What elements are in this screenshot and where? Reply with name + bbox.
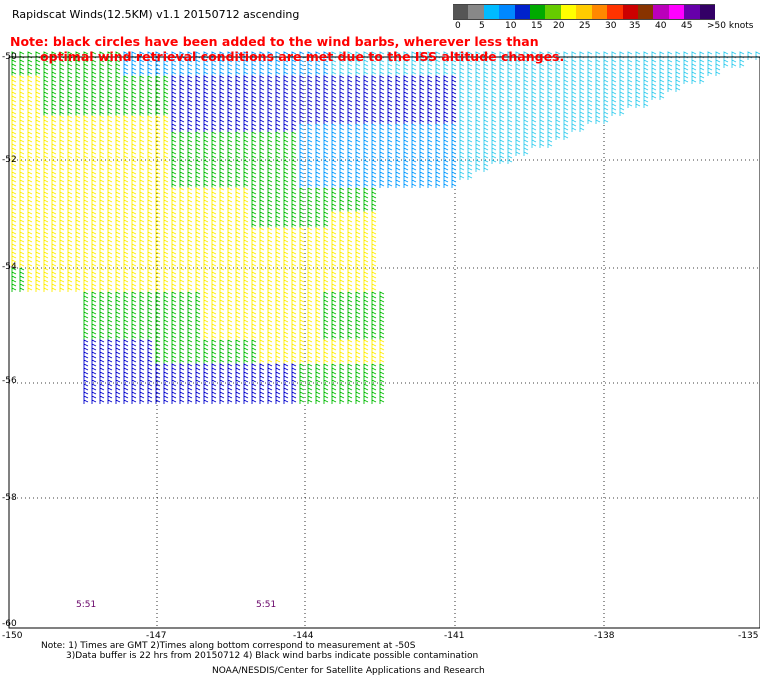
- legend-label: 0: [455, 21, 461, 31]
- legend-label: 35: [629, 21, 641, 31]
- lon-label-138: -138: [594, 631, 615, 641]
- lon-label-147: -147: [146, 631, 167, 641]
- lat-label-56: -56: [2, 376, 17, 386]
- note-line-2: optimal wind retrieval conditions are me…: [40, 49, 565, 64]
- wind-speed-legend: 0 5 10 15 20 25 30 35 40 45 >50 knots: [453, 4, 759, 36]
- footer-note-1: Note: 1) Times are GMT 2)Times along bot…: [41, 641, 416, 651]
- lon-label-141: -141: [444, 631, 465, 641]
- legend-swatch: [699, 4, 716, 20]
- legend-label: 15: [531, 21, 543, 31]
- legend-swatch: [622, 4, 639, 20]
- legend-label: 10: [505, 21, 517, 31]
- warning-note: Note: black circles have been added to t…: [10, 34, 564, 64]
- note-line-1: Note: black circles have been added to t…: [10, 34, 539, 49]
- legend-swatch: [530, 4, 546, 20]
- legend-swatch: [653, 4, 670, 20]
- wind-barb-group: [11, 75, 385, 364]
- lat-label-54: -54: [2, 262, 17, 272]
- legend-label: 30: [605, 21, 617, 31]
- grid-lines: [9, 57, 760, 628]
- time-label: 5:51: [76, 600, 97, 610]
- legend-swatch: [499, 4, 516, 20]
- lat-label-50: -50: [2, 52, 17, 62]
- legend-swatch: [560, 4, 577, 20]
- lat-label-58: -58: [2, 493, 17, 503]
- footer-credit: NOAA/NESDIS/Center for Satellite Applica…: [212, 666, 485, 676]
- legend-swatch: [453, 4, 469, 20]
- legend-swatch: [576, 4, 593, 20]
- wind-barbs: [11, 51, 760, 404]
- legend-swatch: [591, 4, 608, 20]
- lon-label-135: -135: [738, 631, 759, 641]
- wind-barb-group: [83, 75, 457, 404]
- legend-label: >50 knots: [707, 21, 754, 31]
- wind-barb-group: [123, 51, 457, 188]
- legend-swatch: [607, 4, 624, 20]
- legend-label: 45: [681, 21, 693, 31]
- chart-title: Rapidscat Winds(12.5KM) v1.1 20150712 as…: [12, 8, 300, 21]
- lon-label-144: -144: [293, 631, 314, 641]
- time-label: 5:51: [256, 600, 277, 610]
- legend-swatch: [684, 4, 701, 20]
- footer-note-2: 3)Data buffer is 22 hrs from 20150712 4)…: [66, 651, 479, 661]
- legend-swatch: [545, 4, 562, 20]
- legend-label: 40: [655, 21, 667, 31]
- legend-swatch: [668, 4, 685, 20]
- legend-swatch: [637, 4, 654, 20]
- lat-label-60: -60: [2, 619, 17, 629]
- legend-label: 5: [479, 21, 485, 31]
- legend-label: 25: [579, 21, 591, 31]
- legend-swatch: [468, 4, 485, 20]
- legend-swatch: [514, 4, 531, 20]
- map-frame: [8, 56, 760, 629]
- lat-label-52: -52: [2, 155, 17, 165]
- legend-label: 20: [553, 21, 565, 31]
- lon-label-150: -150: [2, 631, 23, 641]
- legend-swatch: [483, 4, 500, 20]
